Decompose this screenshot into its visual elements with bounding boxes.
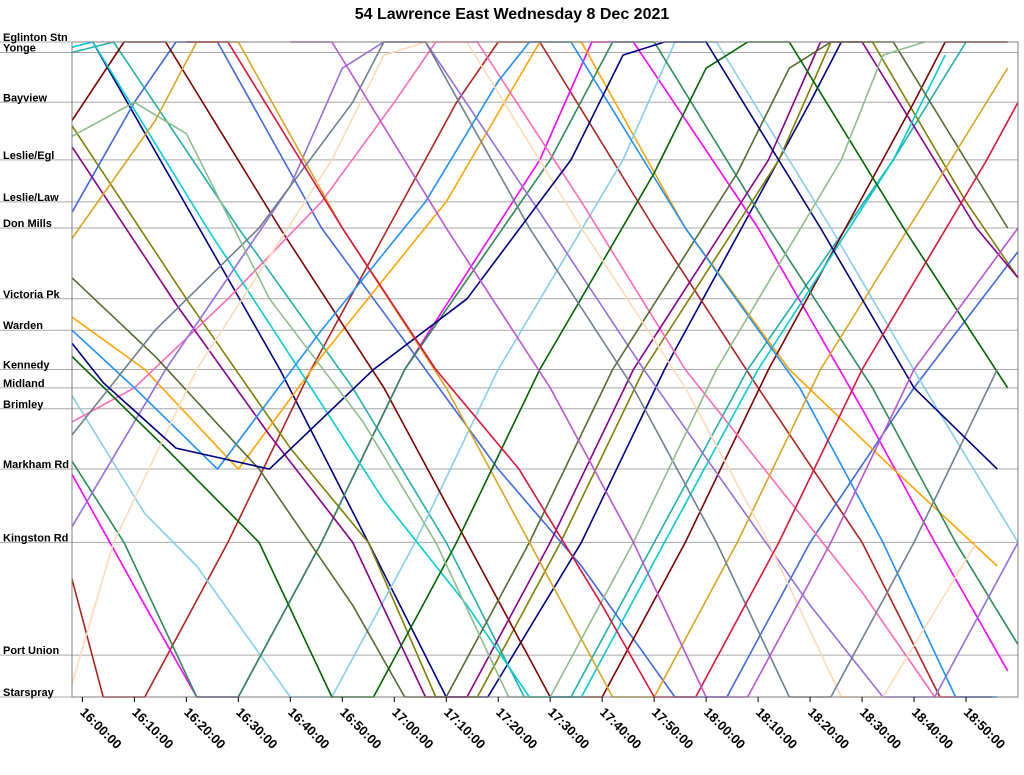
time-label: 18:30:00	[857, 705, 904, 752]
time-labels: 16:00:00 16:10:00 16:20:00 16:30:00 16:40:00…	[77, 697, 1008, 752]
stop-label: Eglinton Stn	[3, 32, 68, 44]
stop-label: Leslie/Egl	[3, 150, 54, 162]
time-label: 18:40:00	[909, 705, 956, 752]
trip-line	[290, 41, 1019, 698]
chart-title: 54 Lawrence East Wednesday 8 Dec 2021	[354, 6, 670, 23]
stop-label: Port Union	[3, 645, 59, 657]
trip-line	[71, 41, 998, 470]
plot-frame	[71, 41, 1019, 698]
stop-label: Midland	[3, 378, 45, 390]
time-label: 17:00:00	[389, 705, 436, 752]
stop-label: Yonge	[3, 42, 36, 54]
stop-label: Leslie/Law	[3, 192, 59, 204]
time-label: 16:50:00	[337, 705, 384, 752]
time-label: 17:30:00	[545, 705, 592, 752]
time-label: 16:00:00	[77, 705, 124, 752]
stop-label: Warden	[3, 320, 43, 332]
stop-label: Markham Rd	[3, 459, 69, 471]
time-label: 17:50:00	[649, 705, 696, 752]
time-label: 16:30:00	[233, 705, 280, 752]
trip-line	[71, 41, 946, 698]
time-label: 17:40:00	[597, 705, 644, 752]
stop-label: Bayview	[3, 92, 47, 104]
stop-label: Brimley	[3, 399, 44, 411]
time-label: 17:10:00	[441, 705, 488, 752]
time-label: 18:10:00	[753, 705, 800, 752]
time-label: 18:00:00	[701, 705, 748, 752]
time-label: 16:10:00	[129, 705, 176, 752]
time-label: 18:50:00	[961, 705, 1008, 752]
stop-label: Kingston Rd	[3, 532, 68, 544]
time-label: 17:20:00	[493, 705, 540, 752]
frame-layer	[71, 41, 1019, 698]
stop-label: Don Mills	[3, 218, 52, 230]
stop-label: Kennedy	[3, 360, 50, 372]
trip-line	[71, 41, 1019, 698]
time-label: 16:20:00	[181, 705, 228, 752]
stop-label: Starspray	[3, 687, 55, 699]
trip-line	[186, 41, 1019, 698]
stop-label: Victoria Pk	[3, 289, 61, 301]
time-label: 18:20:00	[805, 705, 852, 752]
time-label: 16:40:00	[285, 705, 332, 752]
